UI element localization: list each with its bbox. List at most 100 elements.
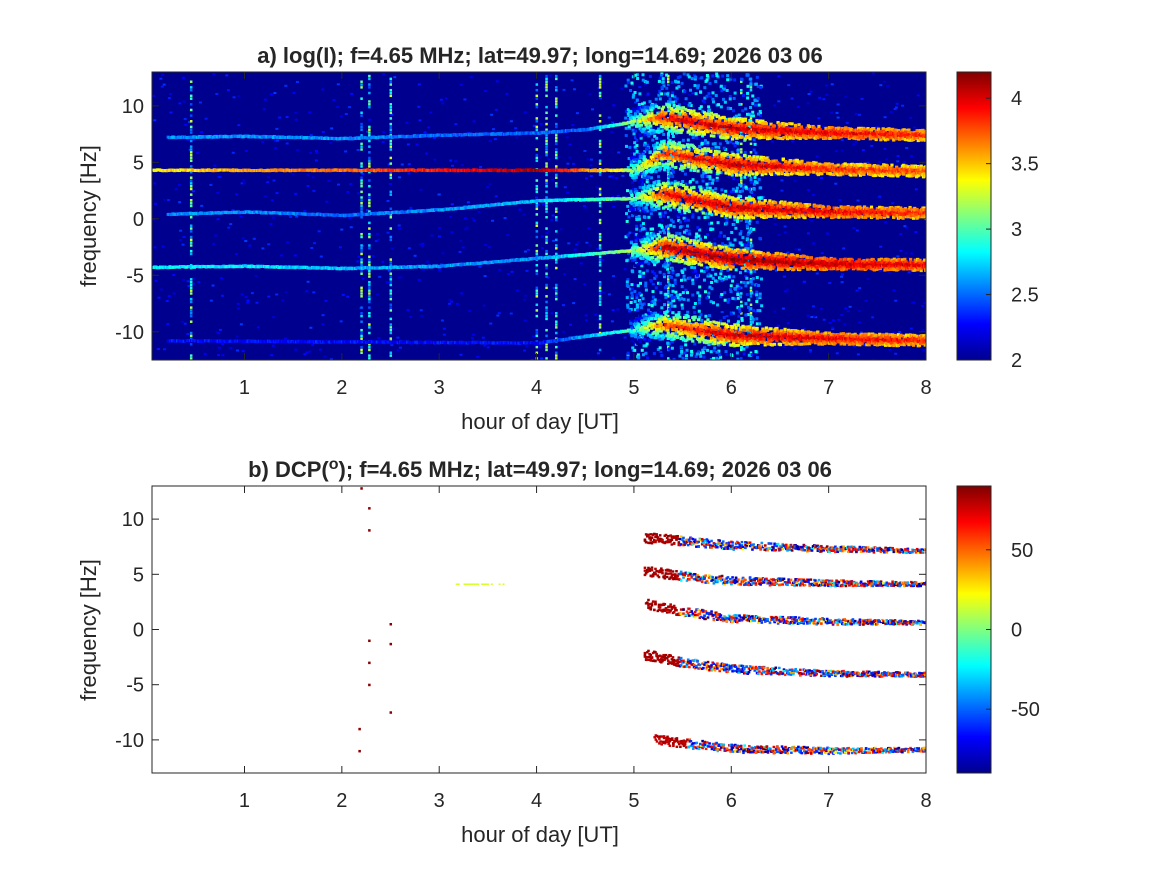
- trace-cell-trace-7.5Hz: [668, 115, 673, 119]
- noise-cell: [628, 332, 632, 336]
- trace-cell-trace-7.5Hz: [671, 112, 675, 116]
- noise-cell: [670, 295, 674, 299]
- noise-cell: [715, 178, 719, 182]
- trace-cell-trace-7.5Hz: [790, 122, 794, 126]
- vertical-streak-cell: [545, 182, 548, 185]
- background-speckle: [906, 256, 910, 259]
- vertical-streak-cell: [749, 272, 753, 275]
- noise-cell: [663, 231, 667, 235]
- vertical-streak-cell: [667, 314, 670, 318]
- noise-cell: [637, 103, 641, 107]
- background-speckle: [617, 151, 621, 154]
- noise-cell: [653, 302, 657, 306]
- noise-cell: [690, 77, 694, 81]
- background-speckle: [687, 229, 691, 232]
- background-speckle: [248, 244, 252, 247]
- noise-cell: [658, 230, 662, 234]
- noise-cell: [754, 309, 758, 313]
- vertical-streak-cell: [535, 331, 539, 335]
- noise-cell: [745, 225, 749, 229]
- vertical-streak-cell: [389, 156, 393, 160]
- trace-cell-trace-7.5Hz: [643, 133, 647, 137]
- noise-cell: [681, 306, 685, 310]
- background-speckle: [200, 204, 204, 207]
- background-speckle: [270, 199, 274, 202]
- vertical-streak-cell: [189, 131, 193, 134]
- vertical-streak-cell: [598, 204, 602, 208]
- trace-cell-trace-7.5Hz: [790, 131, 794, 135]
- vertical-streak-cell: [535, 201, 539, 205]
- noise-cell: [757, 283, 761, 287]
- vertical-streak-cell: [545, 286, 548, 290]
- trace-cell-trace-7.5Hz: [812, 126, 816, 130]
- trace-cell-trace-7.5Hz: [798, 137, 802, 141]
- trace-cell-trace-7.5Hz: [923, 132, 926, 136]
- noise-cell: [702, 270, 706, 274]
- background-speckle: [481, 336, 485, 339]
- trace-cell-trace-7.5Hz: [645, 114, 649, 118]
- trace-cell-trace-7.5Hz: [713, 122, 717, 126]
- trace-cell-trace-7.5Hz: [883, 129, 888, 133]
- vertical-streak-cell: [189, 244, 193, 247]
- noise-cell: [645, 209, 649, 213]
- noise-cell: [747, 305, 751, 309]
- noise-cell: [671, 220, 675, 224]
- noise-cell: [751, 94, 755, 98]
- noise-cell: [740, 304, 744, 308]
- trace-cell-trace-7.5Hz: [741, 119, 745, 123]
- background-speckle: [740, 154, 744, 157]
- background-speckle: [406, 309, 410, 312]
- background-speckle: [321, 314, 325, 317]
- background-speckle: [505, 92, 509, 95]
- noise-cell: [636, 353, 640, 357]
- vertical-streak-cell: [545, 314, 548, 318]
- trace-cell-trace-7.5Hz: [890, 136, 895, 140]
- noise-cell: [738, 102, 742, 106]
- background-speckle: [390, 247, 394, 250]
- background-speckle: [212, 242, 216, 245]
- background-speckle: [565, 136, 569, 139]
- noise-cell: [729, 243, 733, 247]
- noise-cell: [664, 265, 668, 269]
- vertical-streak-cell: [189, 108, 193, 112]
- background-speckle: [552, 287, 556, 290]
- background-speckle: [459, 240, 463, 243]
- trace-cell-trace-7.5Hz: [805, 134, 809, 138]
- vertical-streak-cell: [598, 159, 602, 163]
- vertical-streak-cell: [535, 88, 539, 92]
- vertical-streak-cell: [389, 173, 393, 177]
- noise-cell: [732, 262, 736, 266]
- background-speckle: [270, 354, 274, 357]
- noise-cell: [636, 284, 640, 288]
- trace-cell-trace-7.5Hz: [923, 134, 926, 138]
- background-speckle: [524, 294, 528, 297]
- vertical-streak-cell: [389, 303, 393, 307]
- noise-cell: [737, 314, 741, 318]
- background-speckle: [579, 262, 583, 265]
- noise-cell: [642, 143, 646, 147]
- background-speckle: [894, 299, 898, 302]
- noise-cell: [696, 335, 700, 339]
- vertical-streak-cell: [360, 337, 363, 340]
- vertical-streak-cell: [545, 249, 548, 253]
- background-speckle: [781, 307, 785, 310]
- vertical-streak-cell: [389, 264, 393, 267]
- noise-cell: [683, 90, 687, 94]
- noise-cell: [695, 180, 699, 184]
- background-speckle: [612, 205, 616, 208]
- background-speckle: [523, 298, 527, 301]
- vertical-streak-cell: [555, 156, 558, 160]
- trace-cell-trace-7.5Hz: [872, 127, 876, 131]
- noise-cell: [756, 96, 760, 100]
- noise-cell: [711, 74, 715, 78]
- noise-cell: [640, 227, 644, 231]
- noise-cell: [749, 307, 753, 311]
- vertical-streak-cell: [389, 351, 393, 355]
- background-speckle: [220, 294, 224, 297]
- vertical-streak-cell: [389, 331, 393, 335]
- vertical-streak-cell: [535, 334, 539, 338]
- background-speckle: [430, 234, 434, 237]
- noise-cell: [755, 75, 759, 79]
- background-speckle: [461, 246, 465, 249]
- background-speckle: [305, 351, 309, 354]
